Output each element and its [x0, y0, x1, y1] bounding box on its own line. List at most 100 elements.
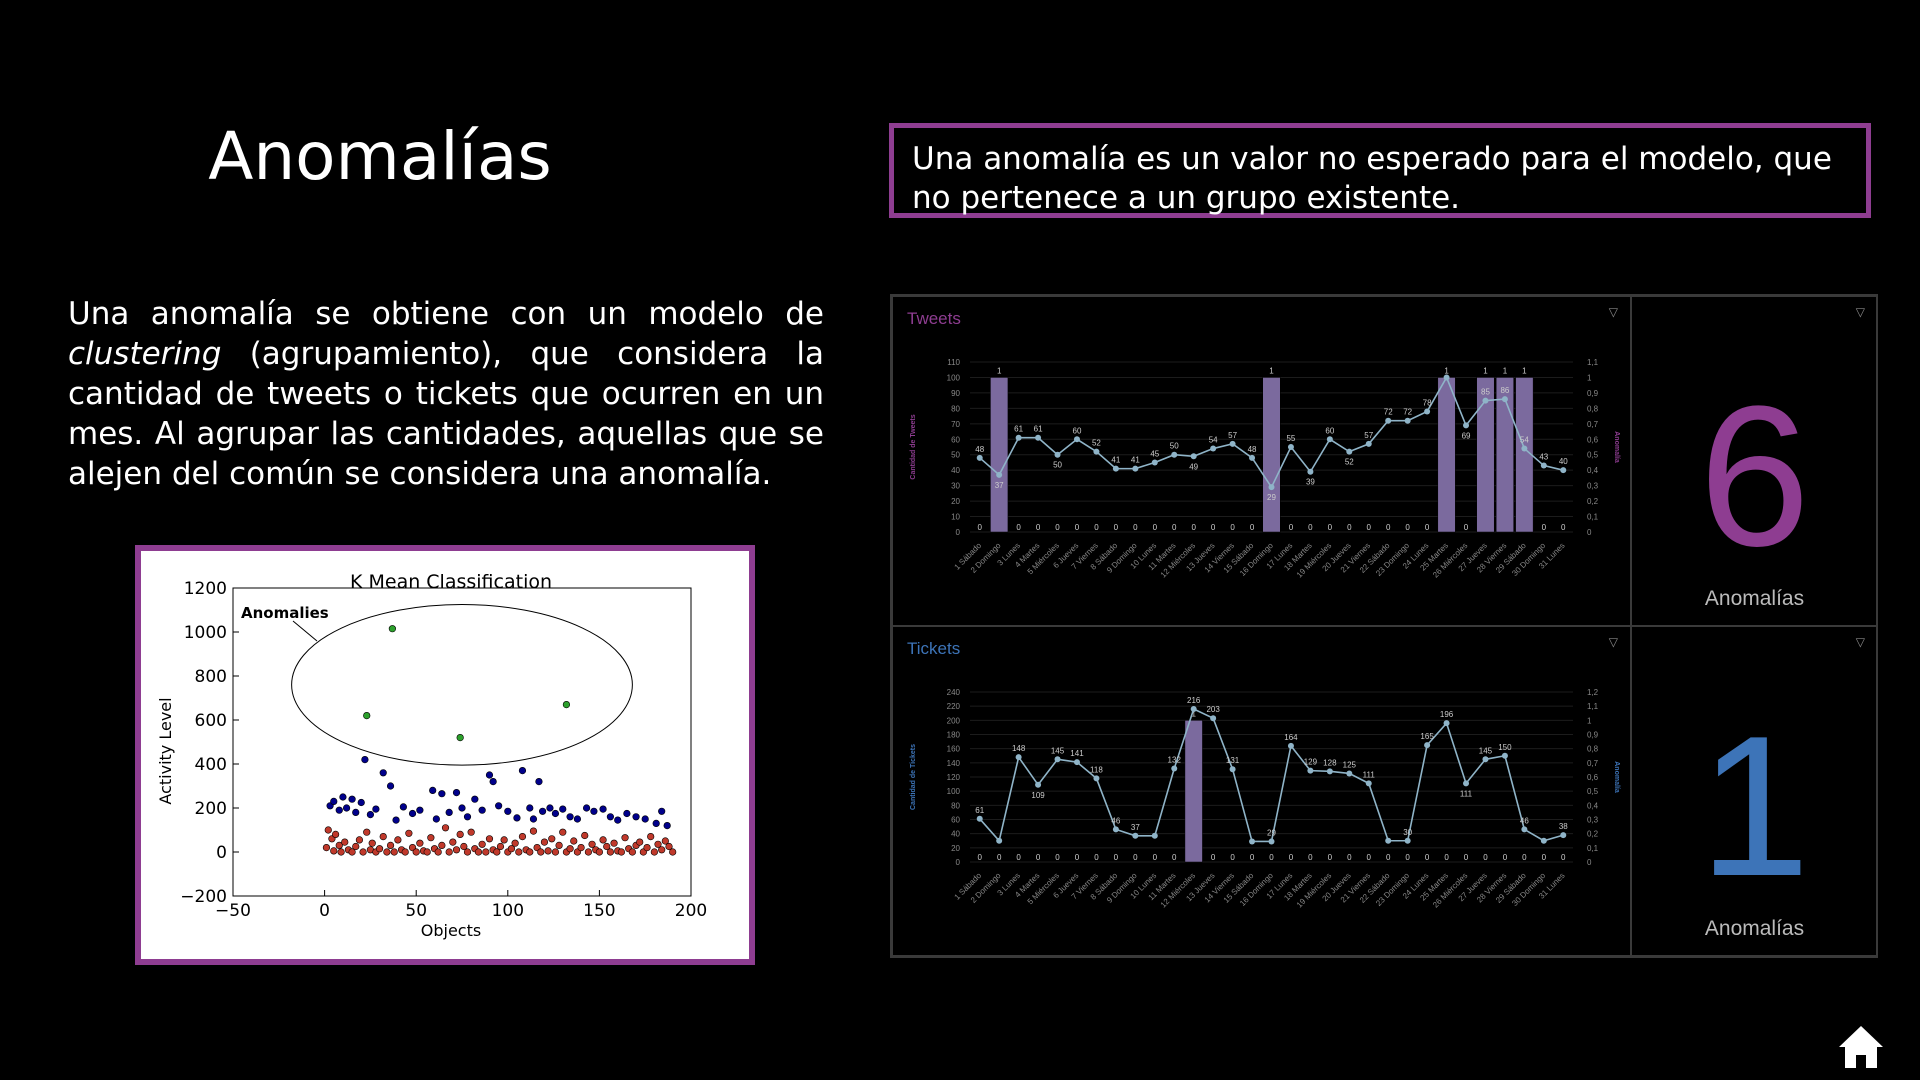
anomaly-zero-label: 0: [1075, 853, 1080, 862]
filter-icon[interactable]: ▽: [1855, 635, 1865, 649]
tickets-anomaly-card: ▽ 1 Anomalías: [1631, 626, 1878, 956]
anomaly-zero-label: 0: [1522, 853, 1527, 862]
line-point: [1287, 742, 1294, 749]
line-point: [1229, 440, 1236, 447]
kmeans-point: [478, 840, 486, 848]
kmeans-point: [610, 839, 618, 847]
line-point: [1073, 436, 1080, 443]
line-point: [1268, 838, 1275, 845]
kmeans-point: [456, 830, 464, 839]
line-point: [1346, 770, 1353, 777]
left-axis-title: Cantidad de Tweets: [910, 414, 917, 479]
description-paragraph: Una anomalía se obtiene con un modelo de…: [68, 294, 824, 494]
line-data-label: 40: [1559, 457, 1568, 466]
kmeans-point: [621, 834, 629, 842]
kmeans-point: [606, 813, 614, 821]
y-tick-label: 120: [947, 773, 961, 782]
line-point: [996, 837, 1003, 844]
line-point: [1073, 759, 1080, 766]
kmeans-point: [526, 848, 534, 856]
kmeans-point: [658, 807, 666, 815]
y-tick-label: 180: [947, 731, 961, 740]
line-point: [1151, 459, 1158, 466]
kmeans-point: [427, 834, 435, 842]
line-data-label: 69: [1462, 431, 1471, 440]
y2-tick-label: 0,1: [1587, 844, 1599, 853]
anomaly-zero-label: 0: [1561, 523, 1566, 532]
home-button[interactable]: [1836, 1022, 1886, 1072]
kmeans-point: [335, 806, 343, 814]
paragraph-part-1: Una anomalía se obtiene con un modelo de: [68, 296, 824, 332]
anomaly-zero-label: 0: [1211, 523, 1216, 532]
paragraph-italic-term: clustering: [68, 336, 222, 372]
kmeans-point: [507, 845, 516, 853]
line-point: [1365, 780, 1372, 787]
kmeans-point: [518, 833, 527, 841]
line-data-label: 72: [1403, 408, 1412, 417]
line-point: [1210, 715, 1217, 722]
kmeans-point: [658, 846, 666, 854]
kmeans-point: [581, 831, 589, 840]
line-point: [1210, 445, 1217, 452]
anomaly-zero-label: 0: [1114, 523, 1119, 532]
kmeans-point: [654, 840, 662, 848]
kmeans-point: [386, 841, 395, 850]
line-data-label: 109: [1031, 791, 1045, 800]
filter-icon[interactable]: ▽: [1855, 305, 1865, 319]
anomaly-bar-label: 1: [1503, 366, 1508, 375]
line-data-label: 125: [1343, 760, 1357, 769]
kmeans-point: [372, 805, 380, 813]
kmeans-point: [445, 808, 453, 817]
kmeans-point: [548, 835, 556, 843]
kmeans-point: [467, 828, 475, 836]
kmeans-point: [458, 804, 466, 812]
line-point: [1346, 448, 1353, 455]
y-tick-label: 100: [947, 787, 961, 796]
anomaly-zero-label: 0: [1308, 853, 1313, 862]
line-point: [1035, 781, 1042, 788]
kmeans-point: [463, 813, 472, 821]
kmeans-point: [348, 848, 356, 856]
kmeans-point: [632, 813, 640, 821]
line-data-label: 37: [995, 481, 1004, 490]
line-data-label: 50: [1170, 442, 1179, 451]
kmeans-point: [493, 848, 501, 856]
line-data-label: 52: [1345, 458, 1354, 467]
anomaly-bar: [990, 377, 1009, 533]
tickets-anomaly-count: 1: [1698, 695, 1811, 918]
line-point: [1326, 768, 1333, 775]
anomaly-zero-label: 0: [1016, 523, 1021, 532]
line-point: [1229, 766, 1236, 773]
kmeans-point: [663, 822, 671, 830]
kmeans-point: [617, 848, 625, 856]
anomaly-zero-label: 0: [1328, 853, 1333, 862]
kmeans-point: [386, 782, 395, 790]
kmeans-point: [441, 824, 450, 832]
kmeans-point: [375, 845, 384, 853]
anomaly-zero-label: 0: [1405, 523, 1410, 532]
y-tick-label: 20: [951, 844, 960, 853]
line-point: [1326, 436, 1333, 443]
filter-icon[interactable]: ▽: [1608, 635, 1618, 649]
anomaly-zero-label: 0: [1250, 523, 1255, 532]
kmeans-point: [599, 836, 607, 844]
kmeans-annotation: Anomalies: [241, 604, 329, 622]
y2-tick-label: 0,5: [1587, 451, 1599, 460]
kmeans-point: [366, 811, 374, 819]
line-data-label: 78: [1423, 398, 1432, 407]
kmeans-point: [537, 848, 545, 856]
line-data-label: 55: [1286, 434, 1295, 443]
line-point: [1365, 440, 1372, 447]
kmeans-point: [643, 844, 651, 852]
line-data-label: 216: [1187, 696, 1201, 705]
line-point: [1054, 451, 1061, 458]
anomaly-bar-label: 1: [1444, 366, 1449, 375]
line-data-label: 57: [1364, 431, 1373, 440]
kmeans-point: [416, 839, 424, 847]
kmeans-point: [529, 815, 538, 823]
line-point: [1463, 422, 1470, 429]
anomaly-zero-label: 0: [1542, 853, 1547, 862]
filter-icon[interactable]: ▽: [1608, 305, 1618, 319]
series-line: [979, 707, 1564, 843]
line-point: [1093, 775, 1100, 782]
